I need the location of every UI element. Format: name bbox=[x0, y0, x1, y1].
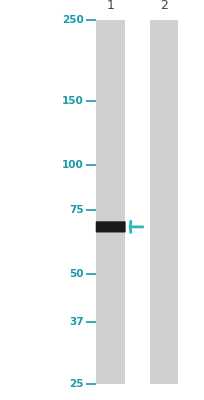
Text: 2: 2 bbox=[159, 0, 167, 12]
Bar bbox=[149, 20, 177, 384]
Text: 100: 100 bbox=[62, 160, 84, 170]
FancyBboxPatch shape bbox=[95, 221, 125, 232]
Text: 25: 25 bbox=[69, 379, 84, 389]
Text: 37: 37 bbox=[69, 317, 84, 327]
Text: 1: 1 bbox=[106, 0, 114, 12]
Text: 75: 75 bbox=[69, 205, 84, 215]
Bar bbox=[96, 20, 124, 384]
Text: 250: 250 bbox=[62, 15, 84, 25]
Text: 150: 150 bbox=[62, 96, 84, 106]
Text: 50: 50 bbox=[69, 270, 84, 280]
